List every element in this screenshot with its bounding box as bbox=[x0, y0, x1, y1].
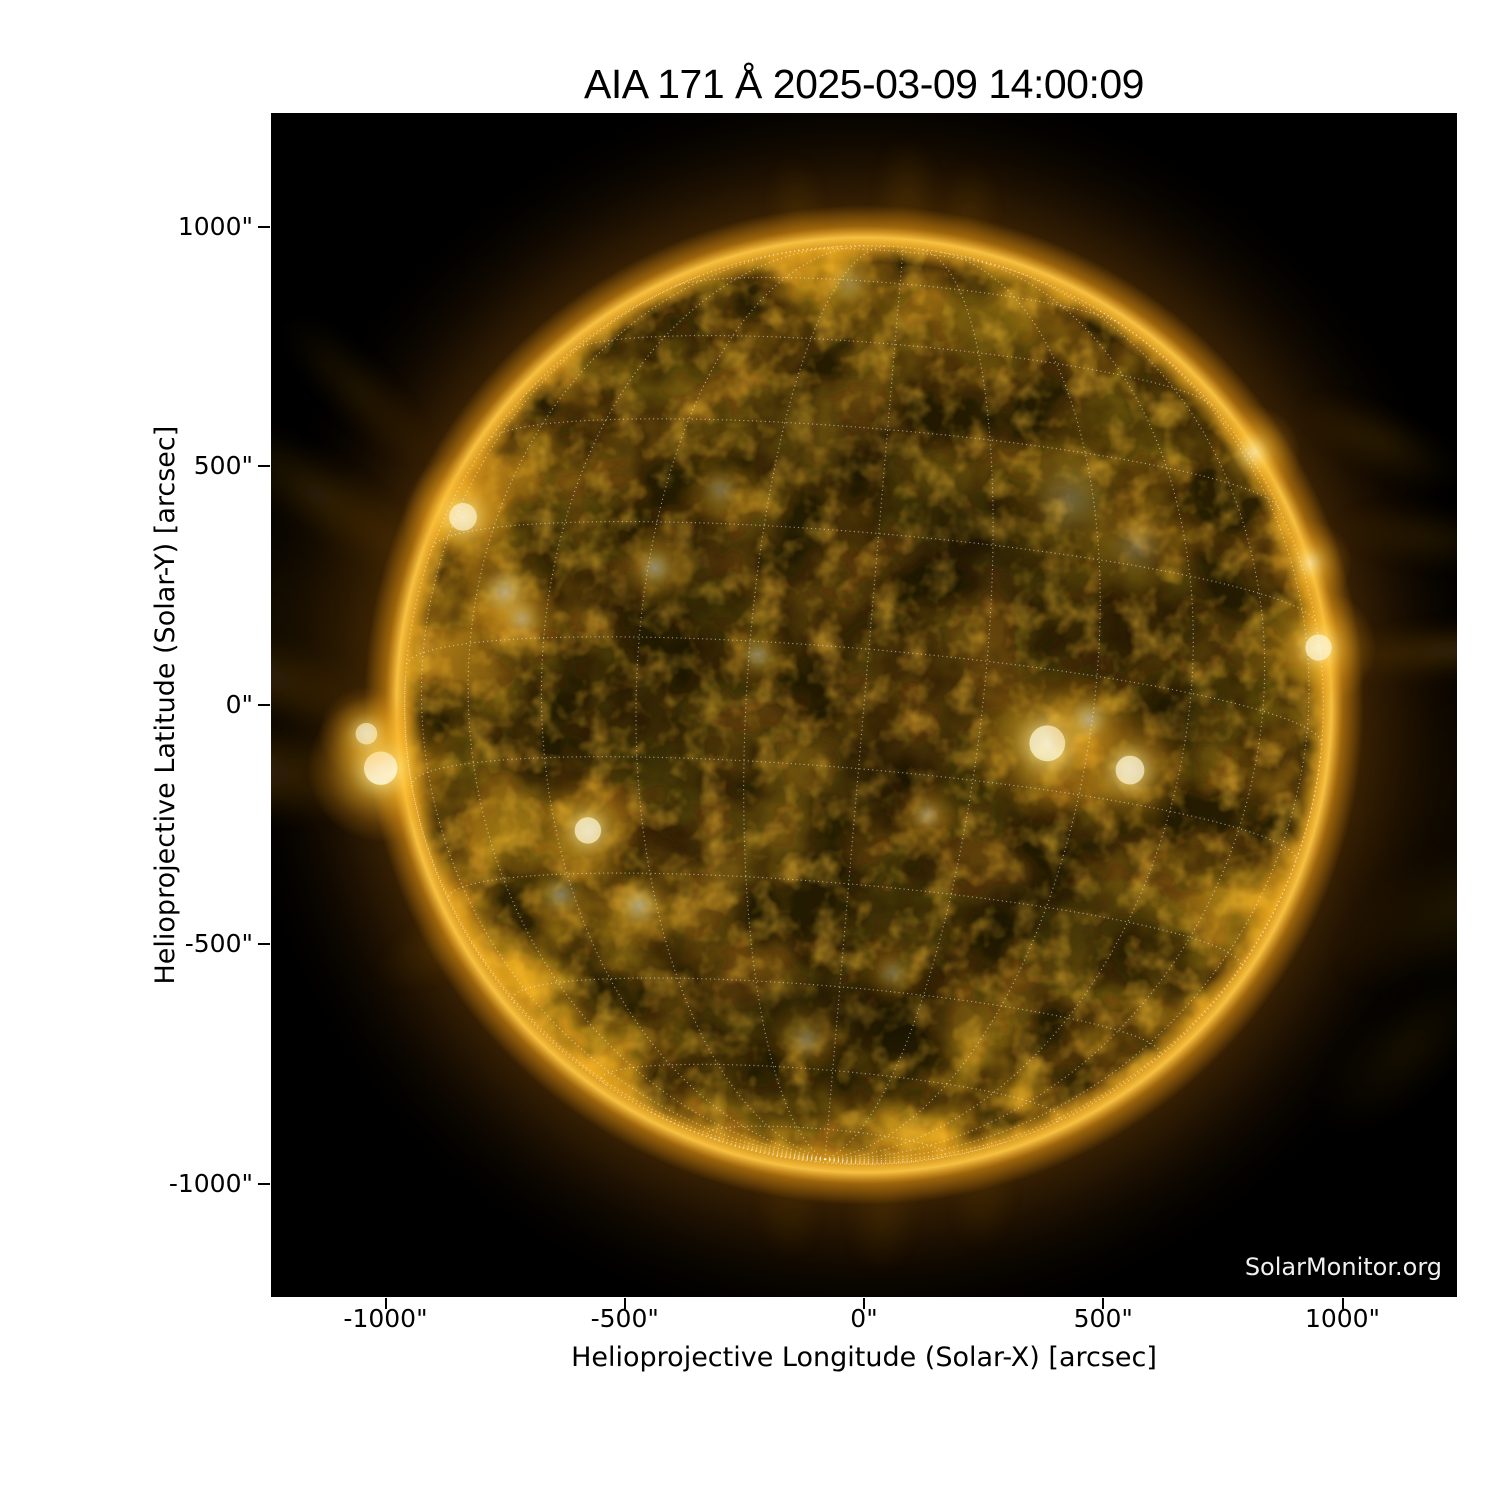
active-region bbox=[764, 997, 849, 1083]
grid-line bbox=[404, 677, 826, 1160]
x-tick-label: 0" bbox=[850, 1304, 878, 1333]
active-region bbox=[678, 447, 763, 532]
streamer bbox=[1313, 964, 1457, 1135]
active-region-core bbox=[574, 817, 602, 844]
grid-line bbox=[824, 1158, 855, 1165]
x-axis-label: Helioprojective Longitude (Solar-X) [arc… bbox=[571, 1342, 1157, 1373]
active-region bbox=[591, 858, 687, 954]
heliographic-grid bbox=[404, 245, 1324, 1165]
grid-line bbox=[447, 872, 1242, 969]
streamer bbox=[1333, 506, 1457, 569]
watermark: SolarMonitor.org bbox=[1244, 1253, 1442, 1281]
active-region bbox=[479, 576, 564, 661]
grid-line bbox=[732, 1144, 826, 1160]
active-region-core bbox=[1305, 634, 1332, 661]
grid-line bbox=[432, 520, 1317, 623]
active-region-core bbox=[355, 722, 378, 745]
streamer bbox=[1297, 394, 1457, 490]
y-tick-mark bbox=[258, 464, 270, 467]
active-region-core bbox=[1115, 755, 1145, 785]
x-tick-label: 1000" bbox=[1304, 1304, 1381, 1333]
active-region bbox=[1073, 483, 1200, 611]
streamer bbox=[282, 314, 432, 464]
grid-line bbox=[824, 247, 904, 1160]
y-tick-mark bbox=[258, 943, 270, 946]
x-tick-mark bbox=[1341, 1298, 1344, 1309]
grid-line bbox=[647, 1109, 826, 1160]
grid-line bbox=[824, 251, 1101, 1160]
grid-line bbox=[512, 977, 1161, 1059]
grid-limb-circle bbox=[404, 245, 1324, 1165]
y-tick-mark bbox=[258, 1182, 270, 1185]
x-tick-label: -1000" bbox=[343, 1304, 428, 1333]
y-tick-label: 500" bbox=[193, 450, 253, 480]
active-region bbox=[890, 778, 964, 852]
active-region bbox=[1206, 405, 1301, 501]
grid-line bbox=[411, 756, 1297, 862]
active-region bbox=[1268, 520, 1353, 605]
x-tick-mark bbox=[863, 1298, 865, 1309]
solar-image-plot bbox=[271, 113, 1457, 1297]
chart-title: AIA 171 Å 2025-03-09 14:00:09 bbox=[584, 61, 1144, 107]
grid-line bbox=[824, 1140, 1008, 1163]
active-region bbox=[721, 618, 795, 692]
grid-line bbox=[824, 1158, 919, 1165]
x-tick-mark bbox=[1102, 1298, 1105, 1309]
grid-line bbox=[798, 247, 1007, 269]
active-region bbox=[1041, 672, 1137, 767]
active-regions bbox=[307, 236, 1377, 1083]
y-tick-label: 1000" bbox=[177, 211, 253, 241]
y-tick-mark bbox=[258, 225, 270, 228]
active-region bbox=[612, 525, 697, 610]
y-tick-mark bbox=[258, 704, 270, 706]
grid-line bbox=[635, 245, 868, 1160]
y-tick-label: -500" bbox=[184, 929, 253, 959]
x-tick-label: -500" bbox=[590, 1304, 659, 1333]
x-tick-mark bbox=[623, 1298, 626, 1309]
active-region bbox=[802, 236, 897, 332]
grid-line bbox=[420, 275, 826, 1160]
active-region bbox=[855, 936, 930, 1010]
grid-line bbox=[707, 1125, 946, 1160]
active-region bbox=[518, 852, 603, 938]
y-tick-label: -1000" bbox=[168, 1168, 253, 1198]
y-tick-label: 0" bbox=[225, 690, 253, 719]
grid-line bbox=[825, 310, 1310, 1161]
x-tick-mark bbox=[384, 1298, 387, 1309]
x-tick-label: 500" bbox=[1073, 1304, 1133, 1333]
grid-line bbox=[825, 255, 1194, 1160]
grid-line bbox=[540, 245, 844, 1160]
active-region-core bbox=[449, 503, 477, 531]
